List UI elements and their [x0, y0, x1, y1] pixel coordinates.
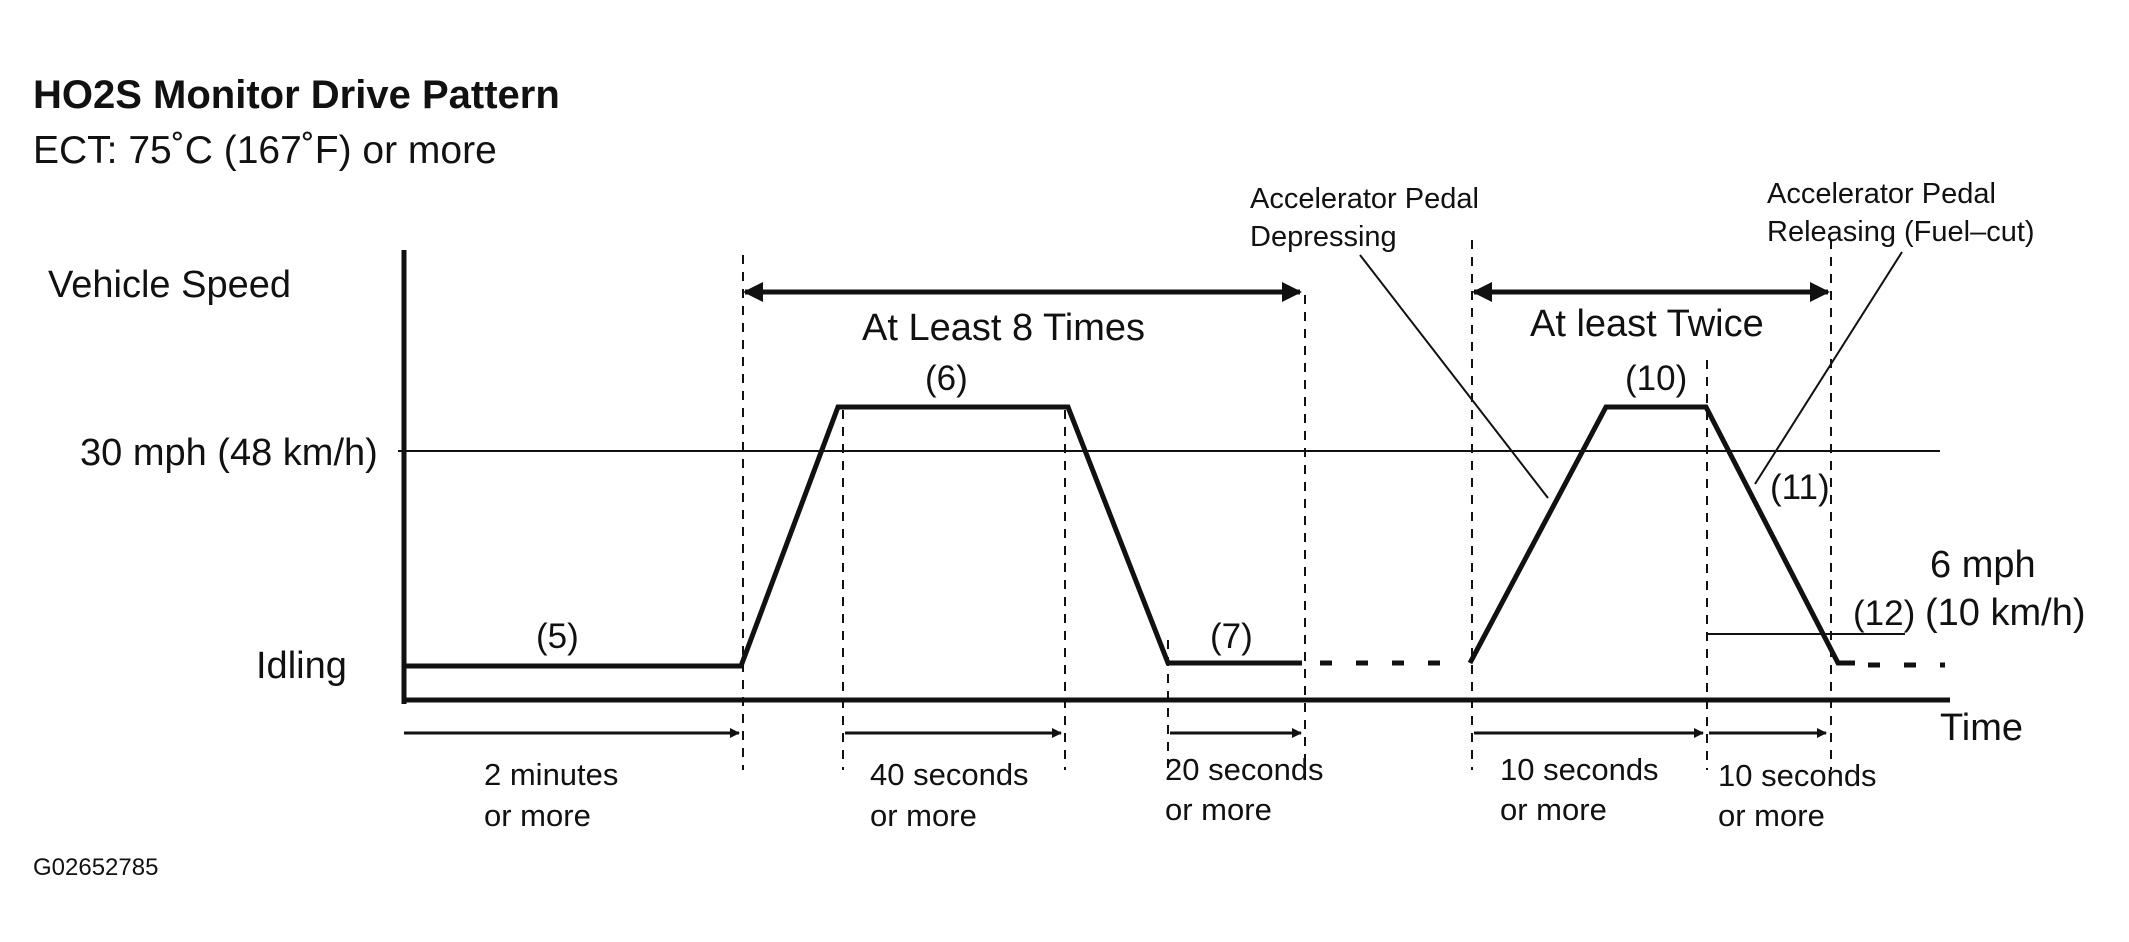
pedal-release-leader: [1754, 251, 1903, 485]
speed-6-label: 6 mph: [1930, 544, 2036, 586]
x-axis-label: Time: [1940, 707, 2023, 749]
duration-3-line1: 20 seconds: [1165, 752, 1324, 787]
duration-5-line1: 10 seconds: [1718, 758, 1877, 793]
speed-6-kmh-label: (10 km/h): [1925, 592, 2085, 634]
duration-1-line1: 2 minutes: [484, 757, 618, 792]
duration-4-line2: or more: [1500, 792, 1607, 827]
pedal-release-label-2: Releasing (Fuel–cut): [1767, 216, 2035, 248]
duration-2-line1: 40 seconds: [870, 757, 1029, 792]
duration-3-line2: or more: [1165, 792, 1272, 827]
speed-profile-cycle-b: [1467, 404, 1855, 666]
duration-4-line1: 10 seconds: [1500, 752, 1659, 787]
figure-code: G02652785: [33, 854, 158, 881]
step-5-label: (5): [536, 617, 579, 656]
step-7-label: (7): [1210, 617, 1253, 656]
diagram-subtitle: ECT: 75˚C (167˚F) or more: [33, 129, 497, 172]
pedal-release-label-1: Accelerator Pedal: [1767, 178, 1996, 210]
step-6-label: (6): [925, 359, 968, 398]
step-12-label: (12): [1853, 594, 1915, 633]
y-axis-label: Vehicle Speed: [48, 264, 291, 306]
pedal-depress-label-2: Depressing: [1250, 221, 1397, 253]
speed-30-label: 30 mph (48 km/h): [80, 432, 378, 474]
pedal-depress-leader: [1359, 254, 1549, 499]
repeat-8-label: At Least 8 Times: [862, 307, 1145, 349]
speed-profile-cycle-a: [406, 404, 1302, 669]
pedal-depress-label-1: Accelerator Pedal: [1250, 183, 1479, 215]
idling-label: Idling: [256, 645, 347, 687]
diagram-title: HO2S Monitor Drive Pattern: [33, 73, 560, 117]
repeat-2-label: At least Twice: [1530, 303, 1764, 345]
step-10-label: (10): [1625, 359, 1687, 398]
step-11-label: (11): [1770, 468, 1830, 507]
duration-5-line2: or more: [1718, 798, 1825, 833]
duration-2-line2: or more: [870, 798, 977, 833]
duration-1-line2: or more: [484, 798, 591, 833]
